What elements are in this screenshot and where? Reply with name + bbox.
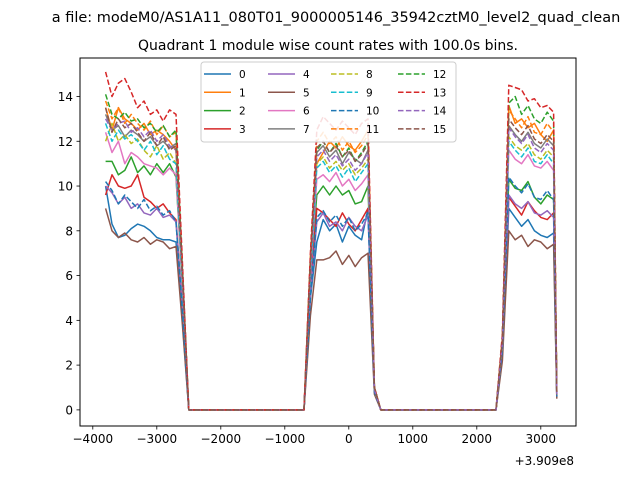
figure-suptitle: a file: modeM0/AS1A11_080T01_9000005146_…: [52, 10, 621, 26]
legend-label-11: 11: [366, 124, 379, 136]
x-tick-label: −1000: [265, 432, 306, 446]
legend-label-0: 0: [239, 69, 246, 81]
legend-label-3: 3: [239, 124, 246, 136]
legend-label-4: 4: [303, 69, 310, 81]
legend-label-12: 12: [433, 69, 446, 81]
series-line-14: [104, 118, 558, 411]
x-axis: −4000 −3000 −2000 −1000 0 1000 2000 3000: [73, 426, 557, 446]
y-tick-label: 4: [65, 314, 73, 328]
y-tick-label: 12: [58, 135, 73, 149]
series-line-15: [104, 107, 558, 411]
axes-frame: [79, 57, 577, 427]
series-layer: [104, 71, 558, 411]
x-tick-label: −4000: [73, 432, 114, 446]
plot-area: −4000 −3000 −2000 −1000 0 1000 2000 3000 0 2 4 6 8 1…: [58, 57, 577, 468]
x-tick-label: 0: [345, 432, 353, 446]
x-tick-label: −2000: [201, 432, 242, 446]
y-tick-label: 0: [65, 403, 73, 417]
legend-label-5: 5: [303, 87, 310, 99]
y-tick-label: 2: [65, 359, 73, 373]
legend-frame: [200, 61, 457, 143]
legend-label-7: 7: [303, 124, 310, 136]
legend-label-14: 14: [433, 106, 447, 118]
y-tick-label: 6: [65, 269, 73, 283]
legend-label-8: 8: [366, 69, 373, 81]
legend-label-1: 1: [239, 87, 246, 99]
x-tick-label: 3000: [526, 432, 557, 446]
legend-label-2: 2: [239, 106, 246, 118]
chart-title: Quadrant 1 module wise count rates with …: [138, 38, 518, 54]
x-offset-label: +3.909e8: [515, 454, 574, 468]
y-tick-label: 14: [58, 90, 73, 104]
y-axis: 0 2 4 6 8 10 12 14: [58, 90, 80, 417]
legend-label-15: 15: [433, 124, 446, 136]
x-tick-label: 2000: [462, 432, 493, 446]
legend-label-9: 9: [366, 87, 373, 99]
y-tick-label: 8: [65, 224, 73, 238]
legend-label-6: 6: [303, 106, 310, 118]
series-line-10: [104, 176, 558, 411]
legend-label-10: 10: [366, 106, 379, 118]
legend-label-13: 13: [433, 87, 446, 99]
x-tick-label: 1000: [398, 432, 429, 446]
x-tick-label: −3000: [137, 432, 178, 446]
y-tick-label: 10: [58, 180, 73, 194]
